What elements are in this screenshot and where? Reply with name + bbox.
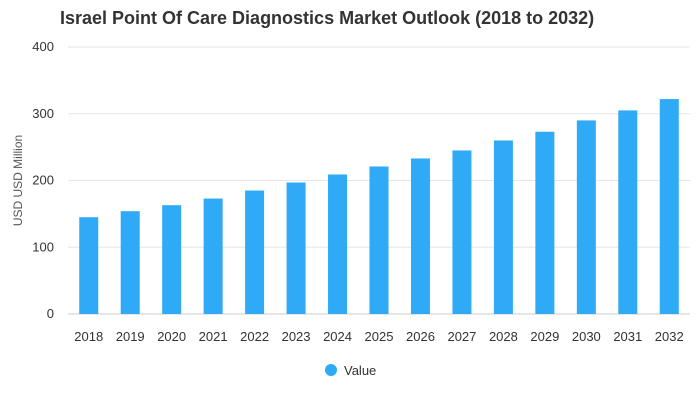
- bar: [659, 99, 679, 314]
- bar: [410, 158, 430, 314]
- bar: [79, 217, 99, 314]
- x-tick-label: 2022: [240, 329, 269, 344]
- bar: [493, 140, 513, 314]
- y-tick-label: 400: [32, 39, 54, 54]
- bar: [120, 211, 140, 314]
- y-tick-label: 300: [32, 106, 54, 121]
- legend-label: Value: [344, 363, 376, 378]
- x-tick-label: 2029: [530, 329, 559, 344]
- x-tick-label: 2030: [572, 329, 601, 344]
- x-tick-label: 2023: [282, 329, 311, 344]
- bar: [245, 190, 265, 314]
- bar: [576, 120, 596, 314]
- x-tick-label: 2024: [323, 329, 352, 344]
- bar: [369, 166, 389, 314]
- x-tick-label: 2018: [74, 329, 103, 344]
- x-tick-label: 2021: [199, 329, 228, 344]
- bar: [328, 174, 348, 314]
- y-tick-label: 0: [47, 306, 54, 321]
- x-tick-label: 2026: [406, 329, 435, 344]
- x-tick-label: 2032: [655, 329, 684, 344]
- x-tick-label: 2020: [157, 329, 186, 344]
- y-tick-label: 100: [32, 239, 54, 254]
- bar: [286, 182, 306, 314]
- bar: [162, 205, 182, 314]
- x-tick-label: 2019: [116, 329, 145, 344]
- legend-marker: [325, 364, 337, 376]
- x-tick-label: 2027: [447, 329, 476, 344]
- bar: [535, 131, 555, 314]
- x-tick-label: 2025: [365, 329, 394, 344]
- y-axis-label: USD USD Million: [11, 135, 25, 226]
- bar: [452, 150, 472, 314]
- bar: [203, 198, 223, 314]
- y-tick-label: 200: [32, 173, 54, 188]
- x-tick-label: 2031: [613, 329, 642, 344]
- bar: [618, 110, 638, 314]
- chart-title: Israel Point Of Care Diagnostics Market …: [60, 8, 595, 28]
- x-tick-label: 2028: [489, 329, 518, 344]
